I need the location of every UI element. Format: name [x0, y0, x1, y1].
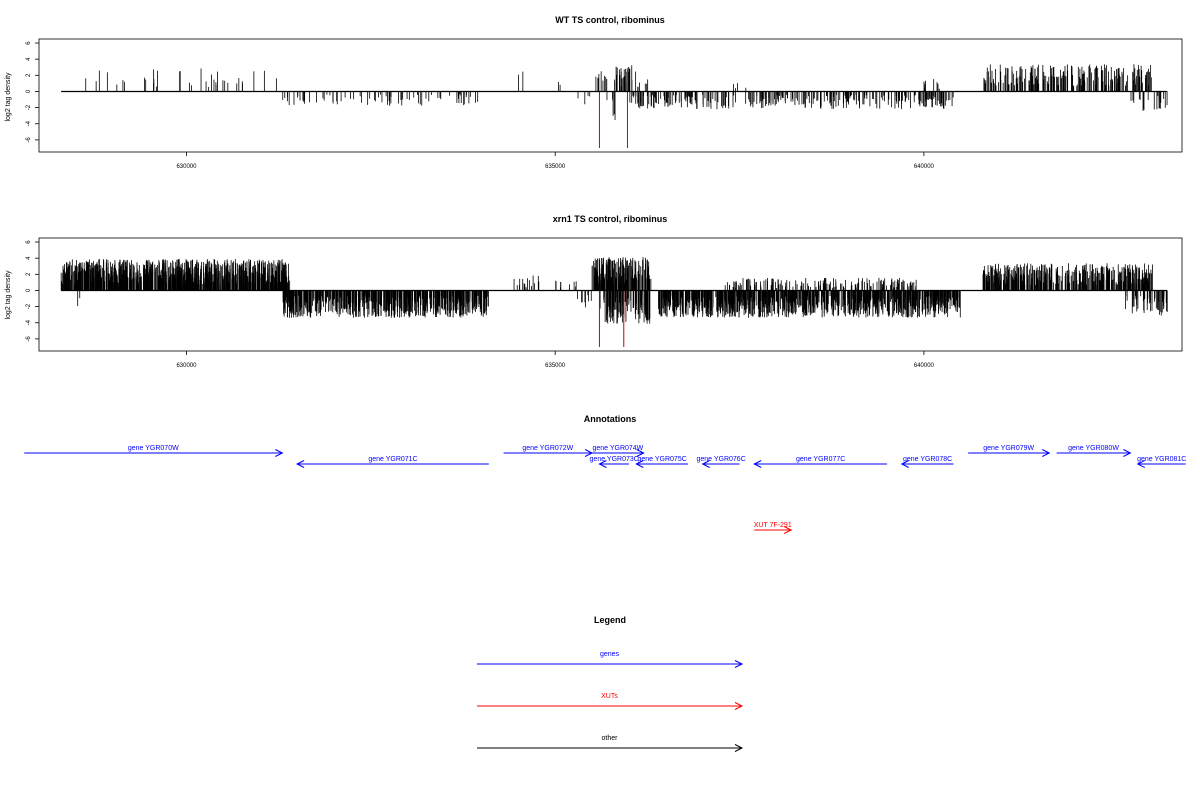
legend-label: other — [602, 735, 619, 742]
annotation-label: gene YGR080W — [1068, 445, 1119, 452]
annotation-arrow-head — [295, 460, 305, 468]
annotation-label: gene YGR081C — [1137, 456, 1186, 463]
wt-track-plot-frame — [38, 38, 1183, 153]
annotation-label: gene YGR070W — [128, 445, 179, 452]
annotation-label: gene YGR075C — [637, 456, 686, 463]
xrn1-y-tick-label: 2 — [26, 272, 32, 276]
xrn1-y-tick-label: -4 — [26, 319, 32, 325]
wt-y-tick-label: -2 — [26, 104, 32, 110]
annotation-arrow-head — [1123, 449, 1132, 457]
wt-track-y-label: log2 tag density — [5, 72, 12, 122]
xrn1-track-marks — [60, 256, 1168, 347]
annotation-label: gene YGR079W — [983, 445, 1034, 452]
annotation-label: gene YGR073C — [590, 456, 639, 463]
annotation-arrow-head — [1042, 449, 1051, 457]
annotation-arrow-head — [635, 460, 644, 468]
wt-track-x-axis: 630000 635000 640000 — [176, 152, 935, 170]
wt-y-tick-label: 0 — [26, 89, 32, 93]
wt-track-panel: WT TS control, ribominus log2 tag densit… — [5, 15, 1183, 170]
wt-x-tick-label: 630000 — [176, 164, 197, 170]
xrn1-track-title: xrn1 TS control, ribominus — [553, 214, 668, 224]
wt-x-tick-label: 640000 — [914, 164, 935, 170]
wt-y-tick-label: 4 — [26, 57, 32, 61]
xrn1-track-plot-frame — [38, 237, 1183, 352]
annotation-arrow-head — [275, 449, 284, 457]
annotation-label: gene YGR071C — [368, 456, 417, 463]
legend-label: genes — [600, 651, 620, 658]
wt-track-title: WT TS control, ribominus — [555, 15, 665, 25]
annotation-items: gene YGR070W gene YGR071C gene YGR072W gene… — [24, 445, 1186, 534]
annotation-arrow-head — [1136, 460, 1145, 468]
legend-arrow-head — [734, 702, 744, 710]
legend-label: XUTs — [601, 693, 618, 700]
annotation-arrow-head — [701, 460, 710, 468]
wt-y-tick-label: 6 — [26, 41, 32, 45]
annotation-arrow-head — [753, 460, 762, 468]
xrn1-x-tick-label: 640000 — [914, 363, 935, 369]
xrn1-y-tick-label: 4 — [26, 256, 32, 260]
annotation-arrow-head — [900, 460, 910, 468]
xrn1-y-tick-label: 0 — [26, 288, 32, 292]
annotation-arrow-head — [783, 526, 793, 534]
annotation-arrow-head — [636, 449, 645, 457]
legend-arrow-head — [734, 744, 744, 752]
wt-y-tick-label: 2 — [26, 73, 32, 77]
annotations-title: Annotations — [584, 414, 637, 424]
wt-y-tick-label: -4 — [26, 120, 32, 126]
legend-title: Legend — [594, 615, 626, 625]
wt-track-marks — [61, 64, 1168, 148]
legend-panel: Legend genes XUTs other — [477, 615, 744, 752]
xrn1-y-tick-label: -6 — [26, 336, 32, 342]
xrn1-y-tick-label: 6 — [26, 240, 32, 244]
legend-items: genes XUTs other — [477, 651, 744, 752]
annotation-label: gene YGR072W — [522, 445, 573, 452]
annotation-label: gene YGR074W — [592, 445, 643, 452]
xrn1-x-tick-label: 630000 — [176, 363, 197, 369]
annotation-label: XUT 7F-291 — [754, 522, 792, 529]
annotation-arrow-head — [598, 460, 607, 468]
annotation-label: gene YGR077C — [796, 456, 845, 463]
xrn1-track-panel: xrn1 TS control, ribominus log2 tag dens… — [5, 214, 1183, 369]
annotation-label: gene YGR078C — [903, 456, 952, 463]
xrn1-track-y-axis: -6 -4 -2 0 2 4 6 — [26, 240, 39, 342]
xrn1-track-y-label: log2 tag density — [5, 270, 12, 320]
wt-y-tick-label: -6 — [26, 137, 32, 143]
xrn1-track-x-axis: 630000 635000 640000 — [176, 351, 935, 369]
xrn1-x-tick-label: 635000 — [545, 363, 566, 369]
annotation-label: gene YGR076C — [696, 456, 745, 463]
wt-x-tick-label: 635000 — [545, 164, 566, 170]
legend-arrow-head — [734, 660, 744, 668]
xrn1-y-tick-label: -2 — [26, 303, 32, 309]
wt-track-y-axis: -6 -4 -2 0 2 4 6 — [26, 41, 39, 143]
